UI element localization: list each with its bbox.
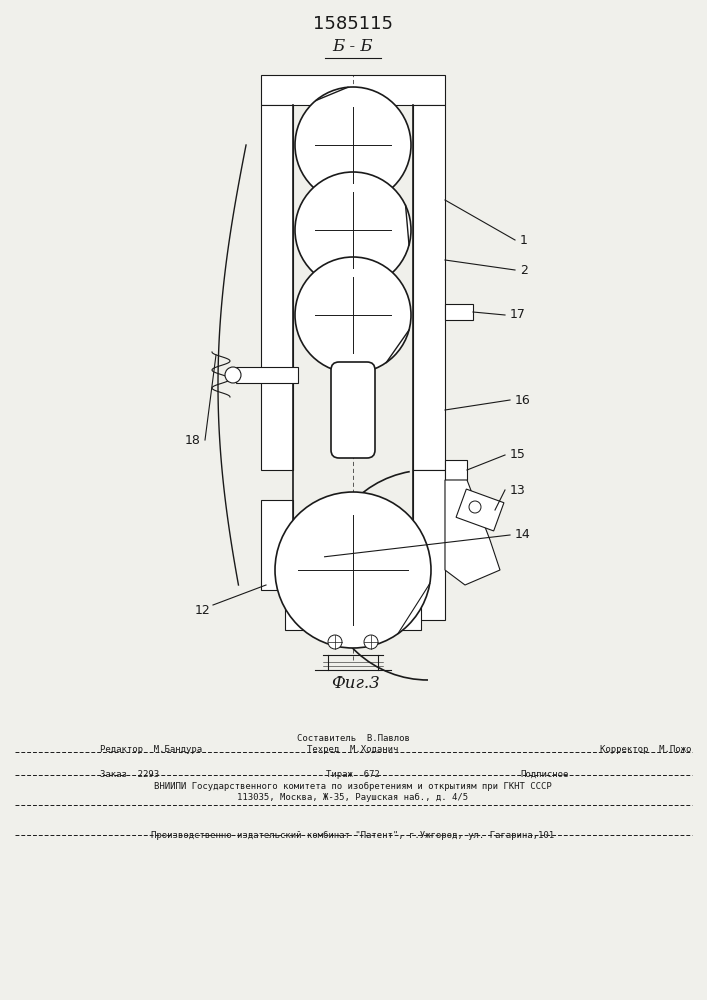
Text: Подписное: Подписное [520, 770, 568, 779]
Bar [261, 75, 445, 105]
Text: 15: 15 [510, 448, 526, 462]
Circle shape [295, 257, 411, 373]
FancyBboxPatch shape [331, 362, 375, 458]
Text: 16: 16 [515, 393, 531, 406]
Bar [285, 570, 421, 630]
Bar [413, 105, 445, 470]
Text: 17: 17 [510, 308, 526, 322]
Text: 113035, Москва, Ж-35, Раушская наб., д. 4/5: 113035, Москва, Ж-35, Раушская наб., д. … [238, 793, 469, 802]
Bar [261, 500, 293, 590]
Polygon shape [456, 489, 504, 531]
Text: Корректор  М.Пожо: Корректор М.Пожо [600, 745, 691, 754]
Circle shape [295, 87, 411, 203]
Text: 1585115: 1585115 [313, 15, 393, 33]
Text: 18: 18 [185, 434, 201, 446]
Bar [261, 105, 293, 470]
Bar [285, 570, 421, 630]
Text: Техред  М.Ходанич: Техред М.Ходанич [308, 745, 399, 754]
Text: Б - Б: Б - Б [333, 38, 373, 55]
Text: ВНИИПИ Государственного комитета по изобретениям и открытиям при ГКНТ СССР: ВНИИПИ Государственного комитета по изоб… [154, 782, 552, 791]
Circle shape [364, 635, 378, 649]
Text: 13: 13 [510, 484, 526, 496]
Text: Составитель  В.Павлов: Составитель В.Павлов [296, 734, 409, 743]
Bar [445, 460, 467, 480]
Text: Тираж  672: Тираж 672 [326, 770, 380, 779]
Bar [445, 304, 473, 320]
Text: Редактор  М.Бандура: Редактор М.Бандура [100, 745, 202, 754]
Text: 2: 2 [520, 263, 528, 276]
Text: 12: 12 [195, 603, 211, 616]
Text: Фиг.3: Фиг.3 [331, 675, 380, 692]
Circle shape [295, 172, 411, 288]
Bar [261, 105, 293, 470]
Bar [413, 105, 445, 470]
Bar [445, 304, 473, 320]
Bar [261, 75, 445, 105]
Text: Заказ  2293: Заказ 2293 [100, 770, 159, 779]
Bar [413, 470, 445, 620]
Text: Производственно-издательский комбинат "Патент", г.Ужгород, ул. Гагарина,101: Производственно-издательский комбинат "П… [151, 831, 554, 840]
Text: 14: 14 [515, 528, 531, 542]
Bar [236, 367, 298, 383]
Polygon shape [445, 480, 500, 585]
Circle shape [328, 635, 342, 649]
Circle shape [225, 367, 241, 383]
Circle shape [275, 492, 431, 648]
Text: 1: 1 [520, 233, 528, 246]
Bar [261, 500, 293, 590]
Bar [413, 470, 445, 620]
